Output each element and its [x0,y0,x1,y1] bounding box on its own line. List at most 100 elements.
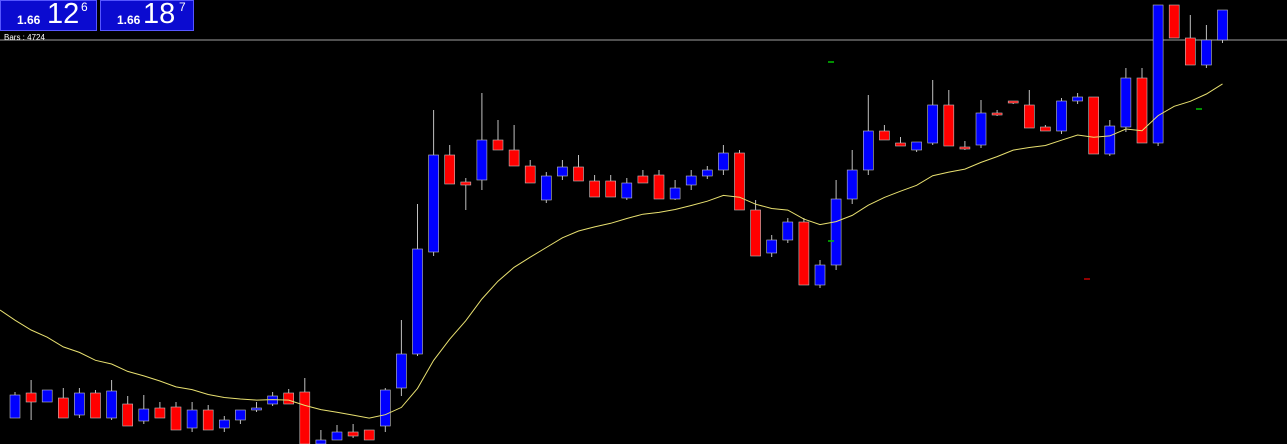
candle-body-bear [122,403,133,427]
candle [106,380,117,420]
candle [589,175,600,198]
ask-pipette: 7 [179,0,186,14]
candle-body-bear [202,409,214,431]
candle [57,388,69,419]
candle [283,389,295,405]
candle [573,155,584,182]
candle-body-bear [798,221,810,286]
candle [734,150,745,211]
candle [476,93,488,190]
candle [1088,96,1099,155]
candle [122,396,133,427]
candle [347,424,359,438]
candle [1056,98,1067,134]
candle-body-bear [444,154,456,185]
candle [267,392,278,406]
candle [41,389,53,403]
candle [1168,4,1180,39]
bars-count-label: Bars : 4724 [4,33,45,42]
candle-body-bull [1120,77,1132,128]
candle-body-bear [57,397,69,419]
candle-body-bull [1201,39,1212,66]
candle-body-bull [927,104,939,144]
candle-body-bull [251,407,262,411]
candle [202,405,214,431]
bid-prefix: 1.66 [17,13,41,27]
candle-body-bull [476,139,488,181]
candle [975,100,987,148]
candle-body-bear [734,152,745,211]
candle-body-bear [492,139,504,151]
candle [492,120,504,151]
candle [637,170,649,184]
candle [605,175,617,198]
candle-body-bear [1040,126,1051,132]
candle [315,430,327,444]
candle-body-bull [975,112,987,146]
candle-body-bear [653,174,665,200]
candle [1104,120,1116,156]
candle-body-bear [25,392,37,403]
candle [782,218,794,243]
candle-body-bear [991,112,1003,116]
candle [138,395,150,424]
candle [379,388,391,432]
candle-body-bear [605,180,617,198]
candle-body-bear [299,391,311,444]
candle [1024,90,1035,129]
candle-body-bear [90,392,101,419]
bid-pipette: 6 [81,0,88,14]
candle [154,402,166,419]
candle-body-bear [460,181,472,186]
candle-body-bull [428,154,439,253]
candle [653,170,665,200]
candle [1007,100,1019,104]
candle [444,145,456,185]
candle-body-bull [1152,4,1164,144]
candle-body-bear [1136,77,1148,144]
candle [251,402,262,412]
candle [219,416,230,432]
candle-body-bull [782,221,794,241]
candle [1201,25,1212,68]
candle-body-bear [943,104,955,147]
candle-body-bull [830,198,842,266]
candle [991,110,1003,116]
candle-body-bear [283,392,295,405]
candle [846,150,858,204]
candle-body-bull [862,130,874,171]
candle-body-bear [573,166,584,182]
candle [25,380,37,420]
candle-body-bull [814,264,826,286]
bid-price-box: 1.66 12 6 [0,0,97,31]
candle [766,235,778,257]
candle-body-bull [186,409,198,429]
candle-body-bull [9,394,21,419]
candle-body-bear [750,209,761,257]
candle [895,137,906,147]
candle [524,160,536,184]
candle [701,166,713,179]
candle [959,141,971,150]
candle [90,390,101,419]
candle-body-bull [412,248,423,355]
candle-body-bear [637,175,649,184]
ask-price-box: 1.66 18 7 [100,0,194,31]
candle-body-bull [396,353,407,389]
candle [186,402,198,432]
ask-big-digits: 18 [143,0,176,30]
candle [540,172,552,203]
candle [879,125,890,141]
candle-body-bull [74,392,85,416]
candle [669,180,681,200]
candle [331,425,343,441]
candle [396,320,407,396]
candle-body-bear [154,407,166,419]
candle [621,178,633,200]
candle [170,402,182,431]
candle [428,110,439,256]
candle-body-bull [669,187,681,200]
candle-body-bear [879,130,890,141]
